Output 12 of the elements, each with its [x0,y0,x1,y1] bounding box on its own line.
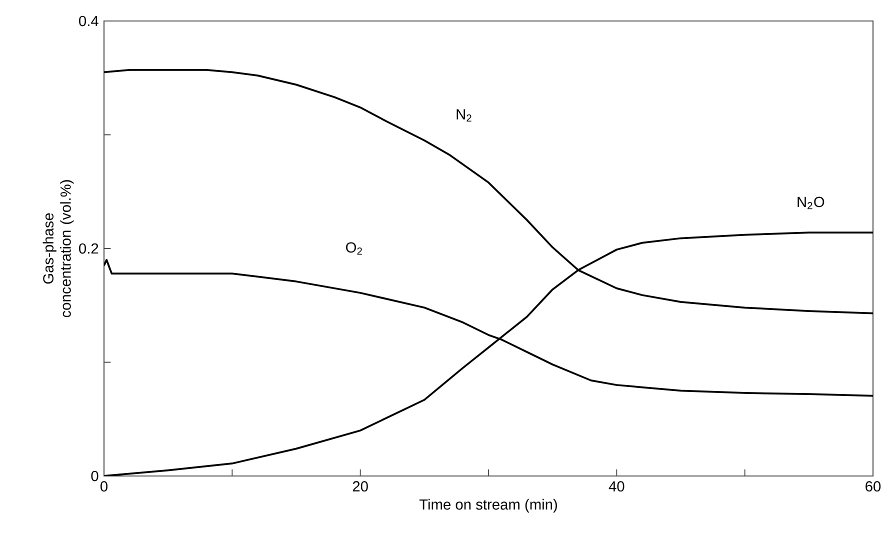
y-tick-label: 0.2 [79,243,98,254]
y-tick-label: 0 [91,470,98,482]
text: N$_{2}$ [456,109,472,122]
x-tick-label: 40 [608,481,624,492]
series-label: N$_{2}$O [798,196,824,210]
x-tick-label: 20 [352,481,368,492]
text: O$_{2}$ [346,242,362,255]
x-axis-title: Time on stream (min) [419,498,557,513]
x-tick-label: 0 [100,481,108,492]
x-tick-label: 60 [866,481,881,492]
y-tick-label: 0.4 [79,16,98,26]
y-axis-title: Gas-phase concentration (vol.%) [42,180,74,318]
